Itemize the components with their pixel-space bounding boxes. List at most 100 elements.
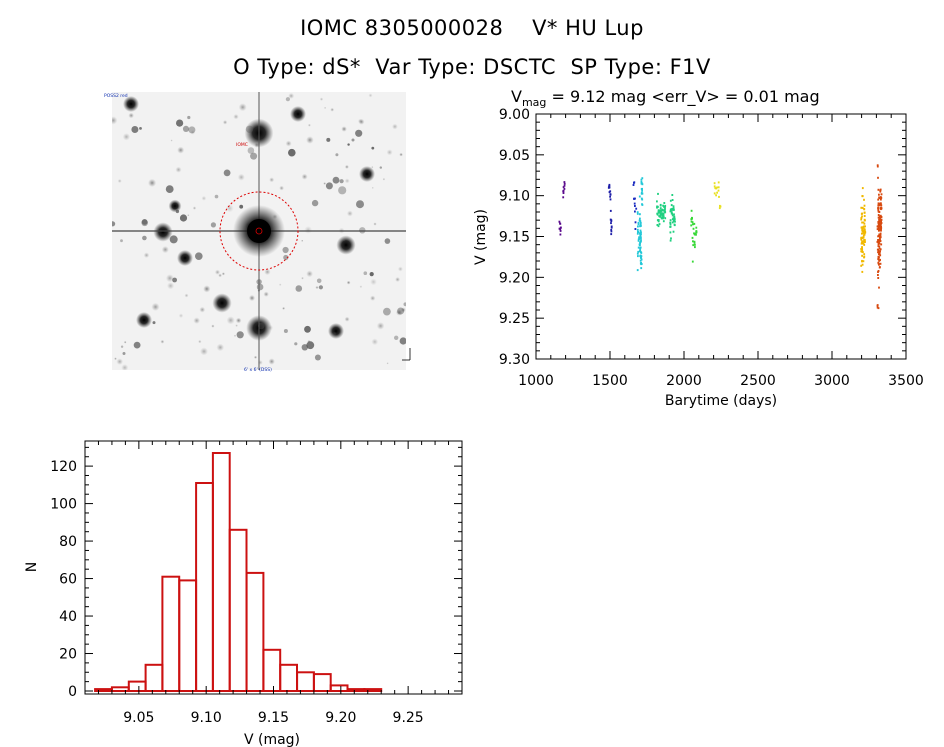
- lc-point: [878, 263, 880, 266]
- sky-star: [282, 246, 289, 254]
- lc-point: [878, 196, 880, 199]
- lc-point: [860, 238, 863, 241]
- sky-star: [226, 316, 235, 325]
- lc-ytick-label: 9.10: [499, 189, 530, 205]
- lc-point: [879, 254, 882, 257]
- lc-point: [691, 260, 694, 263]
- lc-point: [662, 212, 665, 215]
- sky-star: [371, 338, 379, 346]
- lc-point: [664, 210, 666, 213]
- lc-point: [861, 236, 864, 239]
- sky-star: [301, 276, 304, 280]
- hist-ytick-label: 100: [50, 497, 77, 513]
- lc-point: [878, 233, 881, 236]
- lc-point: [880, 198, 882, 201]
- lc-point: [863, 211, 866, 214]
- sky-star: [223, 169, 231, 177]
- sky-star: [397, 307, 405, 315]
- lc-point: [610, 228, 613, 231]
- histogram-bar: [228, 528, 248, 692]
- lc-point: [635, 207, 638, 210]
- lc-point: [664, 206, 666, 209]
- sky-star: [221, 272, 225, 276]
- sky-star: [165, 274, 174, 283]
- sky-star: [384, 238, 391, 244]
- lc-point: [691, 221, 694, 224]
- lc-point: [633, 181, 636, 184]
- lc-point: [877, 243, 880, 246]
- histogram-ticks: 9.05 9.10 9.15 9.20 9.25 0 20 40 60 80 100 120: [50, 441, 462, 726]
- lc-point: [863, 225, 866, 228]
- sky-label-target: IOMC: [236, 142, 248, 148]
- sky-star: [330, 107, 335, 112]
- lc-point: [878, 218, 881, 220]
- histogram-bar: [279, 663, 299, 692]
- hist-xtick-label: 9.05: [123, 710, 154, 726]
- lc-point: [862, 251, 864, 254]
- sky-star: [285, 97, 290, 102]
- lc-point: [673, 208, 675, 211]
- sky-star: [222, 120, 228, 125]
- lc-point: [877, 222, 880, 225]
- lc-point: [657, 205, 659, 208]
- lc-point: [716, 191, 718, 194]
- lc-point: [862, 230, 865, 233]
- lc-point: [862, 236, 865, 239]
- sky-star: [358, 118, 365, 125]
- sky-star: [346, 280, 351, 285]
- sky-star: [355, 129, 363, 137]
- sky-star: [338, 186, 347, 195]
- lc-point: [877, 210, 880, 213]
- sky-star: [268, 358, 275, 365]
- lc-point: [694, 243, 696, 246]
- lc-point: [880, 206, 882, 209]
- lc-point: [633, 202, 636, 205]
- lc-point: [640, 237, 642, 240]
- lc-point: [673, 216, 676, 218]
- lc-point: [693, 232, 695, 235]
- sky-star: [369, 272, 374, 277]
- lc-point: [717, 181, 720, 184]
- sky-star: [314, 354, 321, 361]
- lc-point: [713, 182, 716, 185]
- lc-point: [691, 216, 693, 219]
- sky-star: [397, 266, 403, 272]
- lc-point: [878, 202, 881, 205]
- lc-point: [879, 214, 882, 217]
- lc-point: [879, 262, 882, 265]
- lc-point: [860, 248, 863, 250]
- hist-ytick-label: 80: [59, 534, 77, 550]
- lc-point: [640, 224, 642, 227]
- lc-point: [562, 186, 565, 189]
- lc-point: [657, 219, 660, 221]
- lc-point: [657, 210, 660, 213]
- lc-point: [877, 216, 880, 219]
- histogram-bar: [262, 648, 282, 692]
- lc-point: [637, 255, 639, 258]
- lc-point: [658, 215, 661, 218]
- lc-point: [639, 217, 641, 220]
- lc-point: [559, 229, 562, 232]
- sky-star: [247, 147, 255, 154]
- sky-star: [311, 199, 319, 207]
- sky-star: [356, 200, 364, 209]
- lc-point: [860, 250, 863, 253]
- lc-point: [862, 242, 865, 245]
- lc-point: [671, 212, 673, 215]
- light-curve-ticks: 1000 1500 2000 2500 3000 3500 9.00 9.05 9.10 9.15…: [499, 107, 924, 389]
- sky-star: [235, 317, 242, 324]
- lc-point: [633, 197, 635, 200]
- sky-star: [161, 246, 169, 254]
- lc-point: [641, 203, 643, 206]
- lc-point: [879, 202, 882, 205]
- sky-star: [307, 123, 311, 127]
- lc-point: [632, 184, 635, 186]
- lc-point: [609, 195, 611, 198]
- hist-ytick-label: 20: [59, 647, 77, 663]
- sky-star: [114, 357, 117, 361]
- lc-point: [863, 240, 865, 243]
- sky-star: [235, 324, 239, 327]
- lc-point: [876, 306, 879, 309]
- sky-star: [175, 209, 180, 214]
- lc-point: [637, 221, 640, 224]
